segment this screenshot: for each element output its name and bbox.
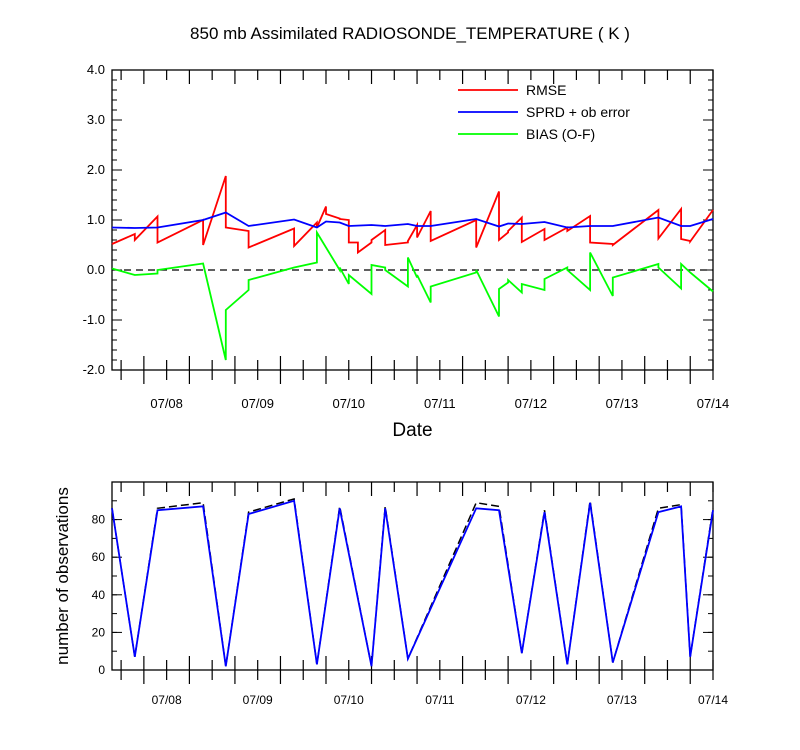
- series-line-sprd-ob-error: [111, 211, 714, 229]
- x-tick-label: 07/12: [515, 396, 548, 411]
- x-tick-label: 07/10: [332, 396, 365, 411]
- y-tick-label: 80: [92, 513, 106, 527]
- y-tick-label: 1.0: [87, 212, 105, 227]
- y-axis-label: number of observations: [53, 487, 72, 665]
- y-tick-label: -1.0: [83, 312, 105, 327]
- series-line-bias-o-f: [111, 229, 714, 361]
- y-tick-label: 40: [92, 588, 106, 602]
- y-tick-label: -2.0: [83, 362, 105, 377]
- legend-label-bias-o-f: BIAS (O-F): [526, 126, 595, 142]
- legend-label-sprd-ob-error: SPRD + ob error: [526, 104, 630, 120]
- y-tick-label: 0: [98, 663, 105, 677]
- top-panel: -2.0 -1.0 0.0 1.0 2.0 3.0 4.0 07/08 07/09 07/10 07…: [83, 62, 730, 441]
- bottom-panel: 0 20 40 60 80 07/08 07/09 07/10 07/11 07/12 07/13 0…: [53, 481, 728, 707]
- y-tick-label: 2.0: [87, 162, 105, 177]
- x-axis-label: Date: [392, 420, 432, 441]
- y-tick-label: 0.0: [87, 262, 105, 277]
- series-line-1: [111, 497, 714, 667]
- x-tick-label: 07/13: [606, 396, 639, 411]
- series-line-2: [111, 499, 714, 667]
- series-line-rmse: [111, 175, 714, 255]
- x-tick-label: 07/09: [241, 396, 274, 411]
- x-tick-label: 07/13: [607, 693, 637, 707]
- y-tick-label: 4.0: [87, 62, 105, 77]
- legend-label-rmse: RMSE: [526, 82, 566, 98]
- x-tick-label: 07/10: [334, 693, 364, 707]
- y-tick-label: 20: [92, 625, 106, 639]
- x-tick-label: 07/09: [243, 693, 273, 707]
- x-tick-label: 07/12: [516, 693, 546, 707]
- x-tick-label: 07/08: [152, 693, 182, 707]
- y-tick-label: 60: [92, 550, 106, 564]
- x-tick-label: 07/11: [425, 693, 454, 707]
- x-tick-label: 07/08: [150, 396, 183, 411]
- x-tick-label: 07/14: [697, 396, 730, 411]
- x-tick-label: 07/11: [424, 396, 456, 411]
- chart-title: 850 mb Assimilated RADIOSONDE_TEMPERATUR…: [190, 24, 630, 43]
- plot-frame: [111, 481, 714, 671]
- y-tick-label: 3.0: [87, 112, 105, 127]
- x-tick-label: 07/14: [698, 693, 728, 707]
